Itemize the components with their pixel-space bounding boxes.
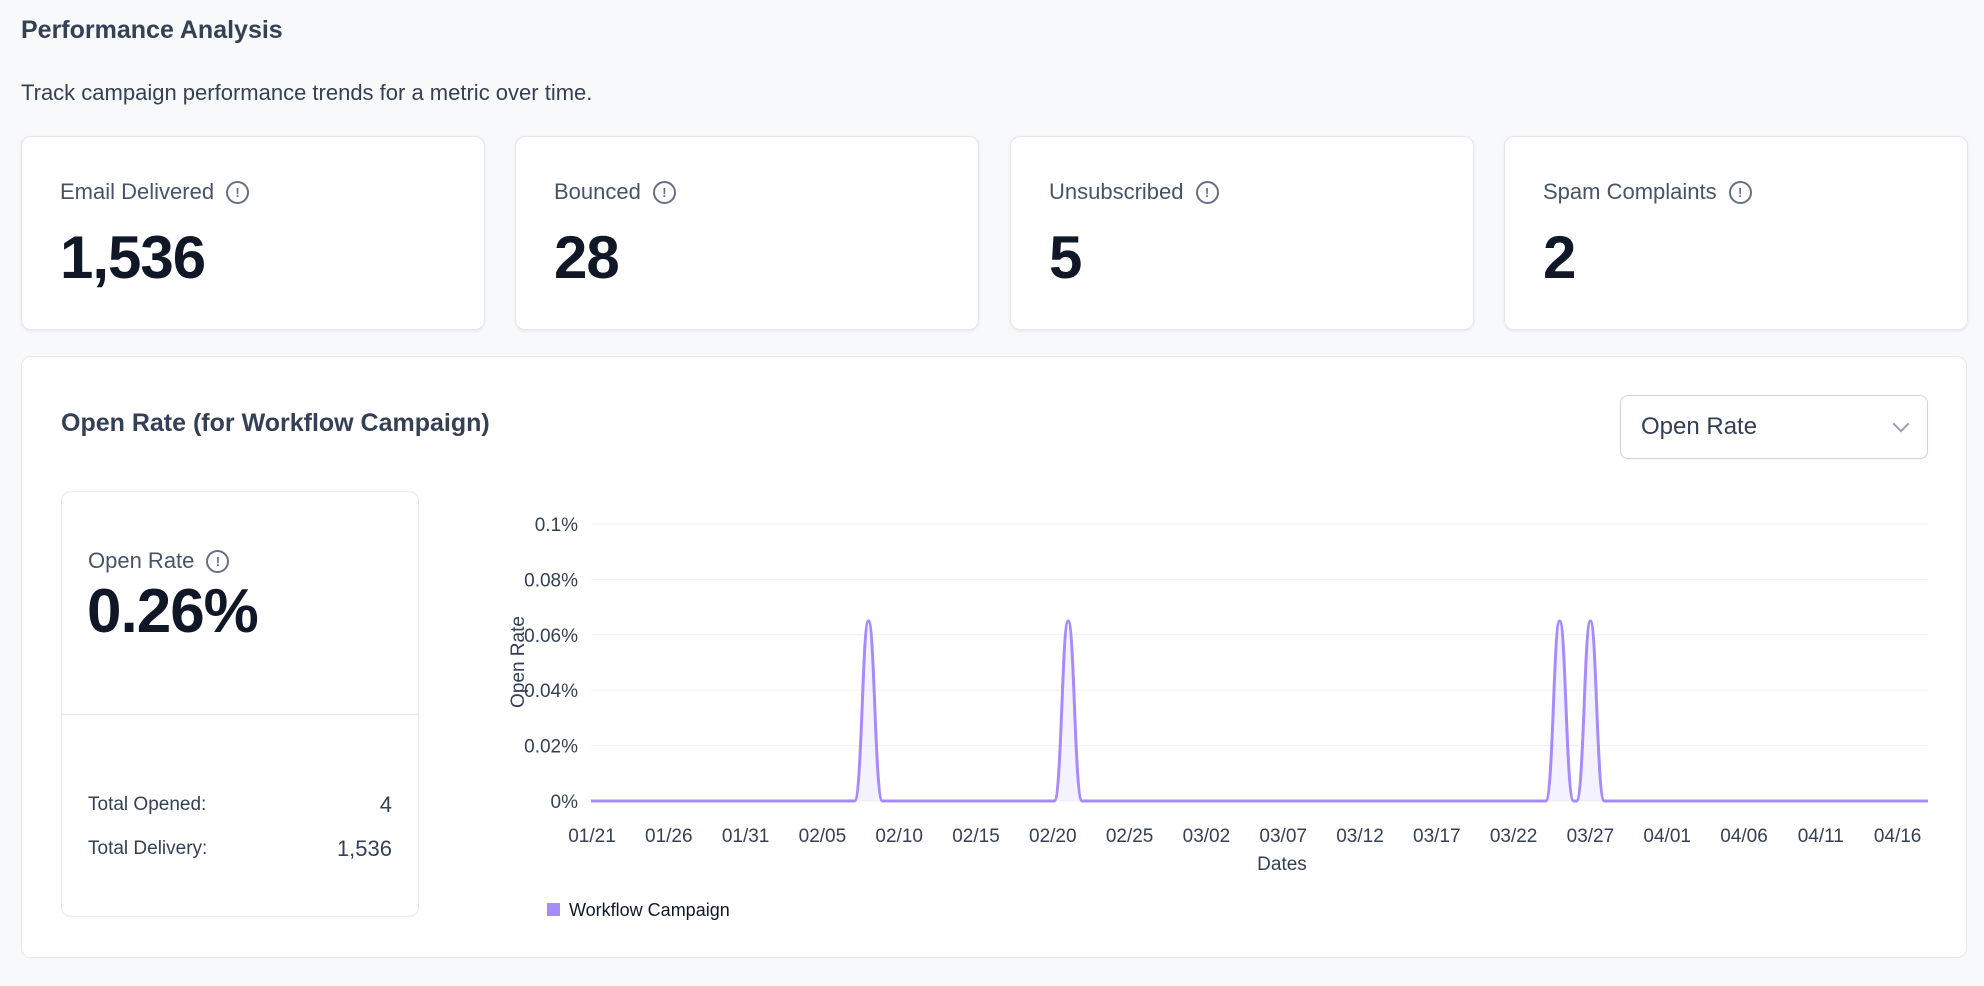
x-tick-label: 04/01	[1643, 826, 1691, 847]
x-axis-title: Dates	[1257, 854, 1307, 875]
stat-label-text: Unsubscribed	[1049, 179, 1184, 204]
x-tick-label: 04/06	[1720, 826, 1768, 847]
page-title: Performance Analysis	[21, 16, 283, 44]
stat-value: 1,536	[60, 224, 206, 291]
metric-select[interactable]: Open Rate	[1620, 395, 1928, 459]
stat-value: 2	[1543, 224, 1576, 291]
x-tick-label: 01/21	[568, 826, 616, 847]
x-tick-label: 01/26	[645, 826, 693, 847]
stat-card-email-delivered: Email Delivered ! 1,536	[21, 136, 485, 330]
x-tick-label: 02/15	[952, 826, 1000, 847]
summary-row-value: 1,536	[336, 836, 392, 861]
stat-value: 28	[554, 224, 620, 291]
stat-label-text: Email Delivered	[60, 179, 215, 204]
stat-label: Spam Complaints !	[1543, 179, 1752, 205]
x-tick-label: 03/12	[1336, 826, 1384, 847]
stat-value: 5	[1049, 224, 1082, 291]
y-tick-label: 0.08%	[524, 570, 578, 591]
x-tick-label: 02/05	[799, 826, 847, 847]
x-tick-label: 03/17	[1413, 826, 1461, 847]
info-circle-icon[interactable]: !	[1728, 180, 1752, 204]
stat-label-text: Spam Complaints	[1543, 179, 1717, 204]
x-tick-label: 03/07	[1259, 826, 1307, 847]
panel-title: Open Rate (for Workflow Campaign)	[61, 409, 490, 437]
summary-label-text: Open Rate	[88, 548, 195, 573]
y-tick-label: 0.1%	[535, 515, 578, 536]
summary-row-total-delivery: Total Delivery: 1,536	[88, 836, 392, 862]
summary-row-label: Total Delivery:	[88, 838, 208, 859]
stat-card-spam-complaints: Spam Complaints ! 2	[1504, 136, 1968, 330]
series-area	[591, 620, 1928, 801]
x-tick-label: 03/02	[1183, 826, 1231, 847]
info-circle-icon[interactable]: !	[652, 180, 676, 204]
summary-card: Open Rate ! 0.26% Total Opened: 4 Total …	[61, 491, 419, 917]
x-tick-label: 01/31	[722, 826, 770, 847]
x-tick-label: 02/20	[1029, 826, 1077, 847]
stat-card-bounced: Bounced ! 28	[515, 136, 979, 330]
x-tick-label: 04/11	[1798, 826, 1844, 847]
divider	[62, 714, 418, 715]
info-circle-icon[interactable]: !	[226, 180, 250, 204]
page-subtitle: Track campaign performance trends for a …	[21, 80, 593, 105]
y-tick-label: 0.02%	[524, 737, 578, 758]
y-tick-label: 0.04%	[524, 681, 578, 702]
y-axis-title: Open Rate	[508, 616, 529, 708]
x-tick-label: 02/25	[1106, 826, 1154, 847]
stat-label: Bounced !	[554, 179, 676, 205]
stat-label: Email Delivered !	[60, 179, 250, 205]
info-circle-icon[interactable]: !	[1195, 180, 1219, 204]
x-tick-label: 03/27	[1567, 826, 1615, 847]
x-tick-label: 02/10	[875, 826, 923, 847]
open-rate-panel: Open Rate (for Workflow Campaign) Open R…	[21, 356, 1967, 958]
summary-row-total-opened: Total Opened: 4	[88, 792, 392, 818]
legend-swatch	[547, 903, 560, 916]
y-tick-label: 0.06%	[524, 626, 578, 647]
stat-label-text: Bounced	[554, 179, 641, 204]
legend-label: Workflow Campaign	[569, 900, 730, 920]
x-tick-label: 03/22	[1490, 826, 1538, 847]
y-tick-label: 0%	[551, 792, 579, 813]
summary-row-value: 4	[379, 792, 392, 817]
metric-select-value: Open Rate	[1641, 413, 1758, 440]
summary-row-label: Total Opened:	[88, 794, 207, 815]
info-circle-icon[interactable]: !	[206, 549, 230, 573]
stat-label: Unsubscribed !	[1049, 179, 1219, 205]
stat-card-unsubscribed: Unsubscribed ! 5	[1010, 136, 1474, 330]
summary-label: Open Rate !	[88, 548, 230, 574]
summary-value: 0.26%	[87, 577, 259, 646]
x-tick-label: 04/16	[1874, 826, 1922, 847]
series-line	[591, 619, 1928, 803]
